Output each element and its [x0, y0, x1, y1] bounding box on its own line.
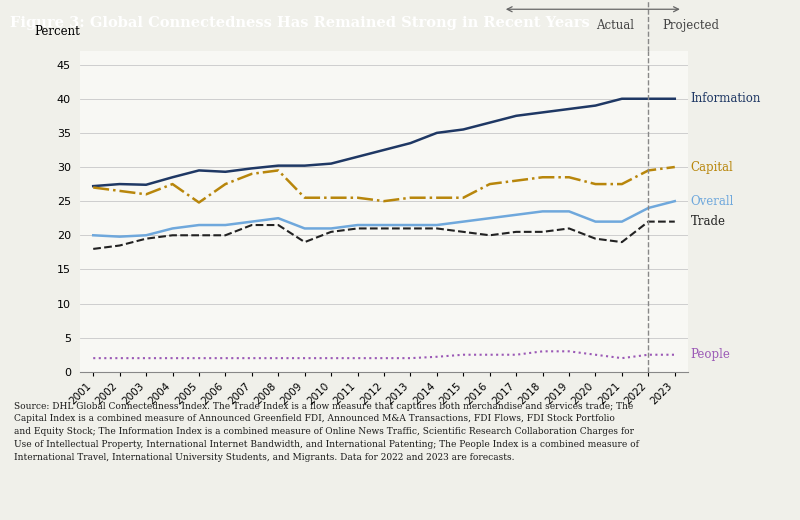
Text: Actual: Actual [596, 19, 634, 32]
Text: Figure 3: Global Connectedness Has Remained Strong in Recent Years: Figure 3: Global Connectedness Has Remai… [10, 16, 590, 30]
Text: Projected: Projected [662, 19, 719, 32]
Text: Trade: Trade [690, 215, 726, 228]
Text: People: People [690, 348, 730, 361]
Text: Capital: Capital [690, 161, 734, 174]
Text: Source: DHL Global Connectedness Index. The Trade Index is a flow measure that c: Source: DHL Global Connectedness Index. … [14, 401, 639, 462]
Text: Information: Information [690, 92, 761, 105]
Text: Overall: Overall [690, 194, 734, 207]
Text: Percent: Percent [34, 25, 80, 38]
